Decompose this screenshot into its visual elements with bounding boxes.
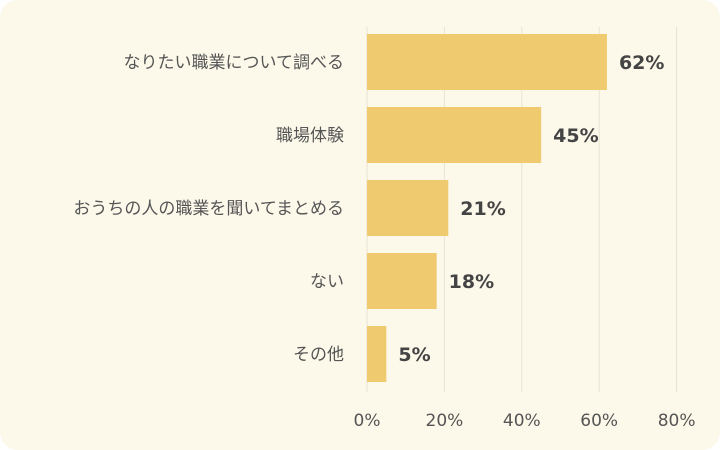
x-tick-label: 40%	[503, 411, 541, 431]
bar	[367, 253, 437, 309]
bars	[367, 34, 607, 382]
value-label: 45%	[553, 125, 598, 147]
value-labels: 62% 45% 21% 18% 5%	[398, 52, 664, 366]
value-label: 21%	[460, 198, 505, 220]
x-tick-label: 0%	[354, 411, 381, 431]
x-tick-label: 20%	[426, 411, 464, 431]
bar	[367, 34, 607, 90]
bar	[367, 107, 542, 163]
bar	[367, 326, 387, 382]
category-label: なりたい職業について調べる	[124, 53, 345, 73]
category-label: ない	[310, 272, 344, 292]
value-label: 5%	[398, 344, 430, 366]
value-label: 62%	[619, 52, 664, 74]
value-label: 18%	[449, 271, 494, 293]
category-label: おうちの人の職業を聞いてまとめる	[73, 199, 344, 219]
x-tick-label: 80%	[658, 411, 696, 431]
x-axis-tick-labels: 0% 20% 40% 60% 80%	[354, 411, 696, 431]
bar	[367, 180, 449, 236]
category-label: 職場体験	[276, 126, 344, 146]
category-label: その他	[293, 345, 344, 365]
x-tick-label: 60%	[580, 411, 618, 431]
